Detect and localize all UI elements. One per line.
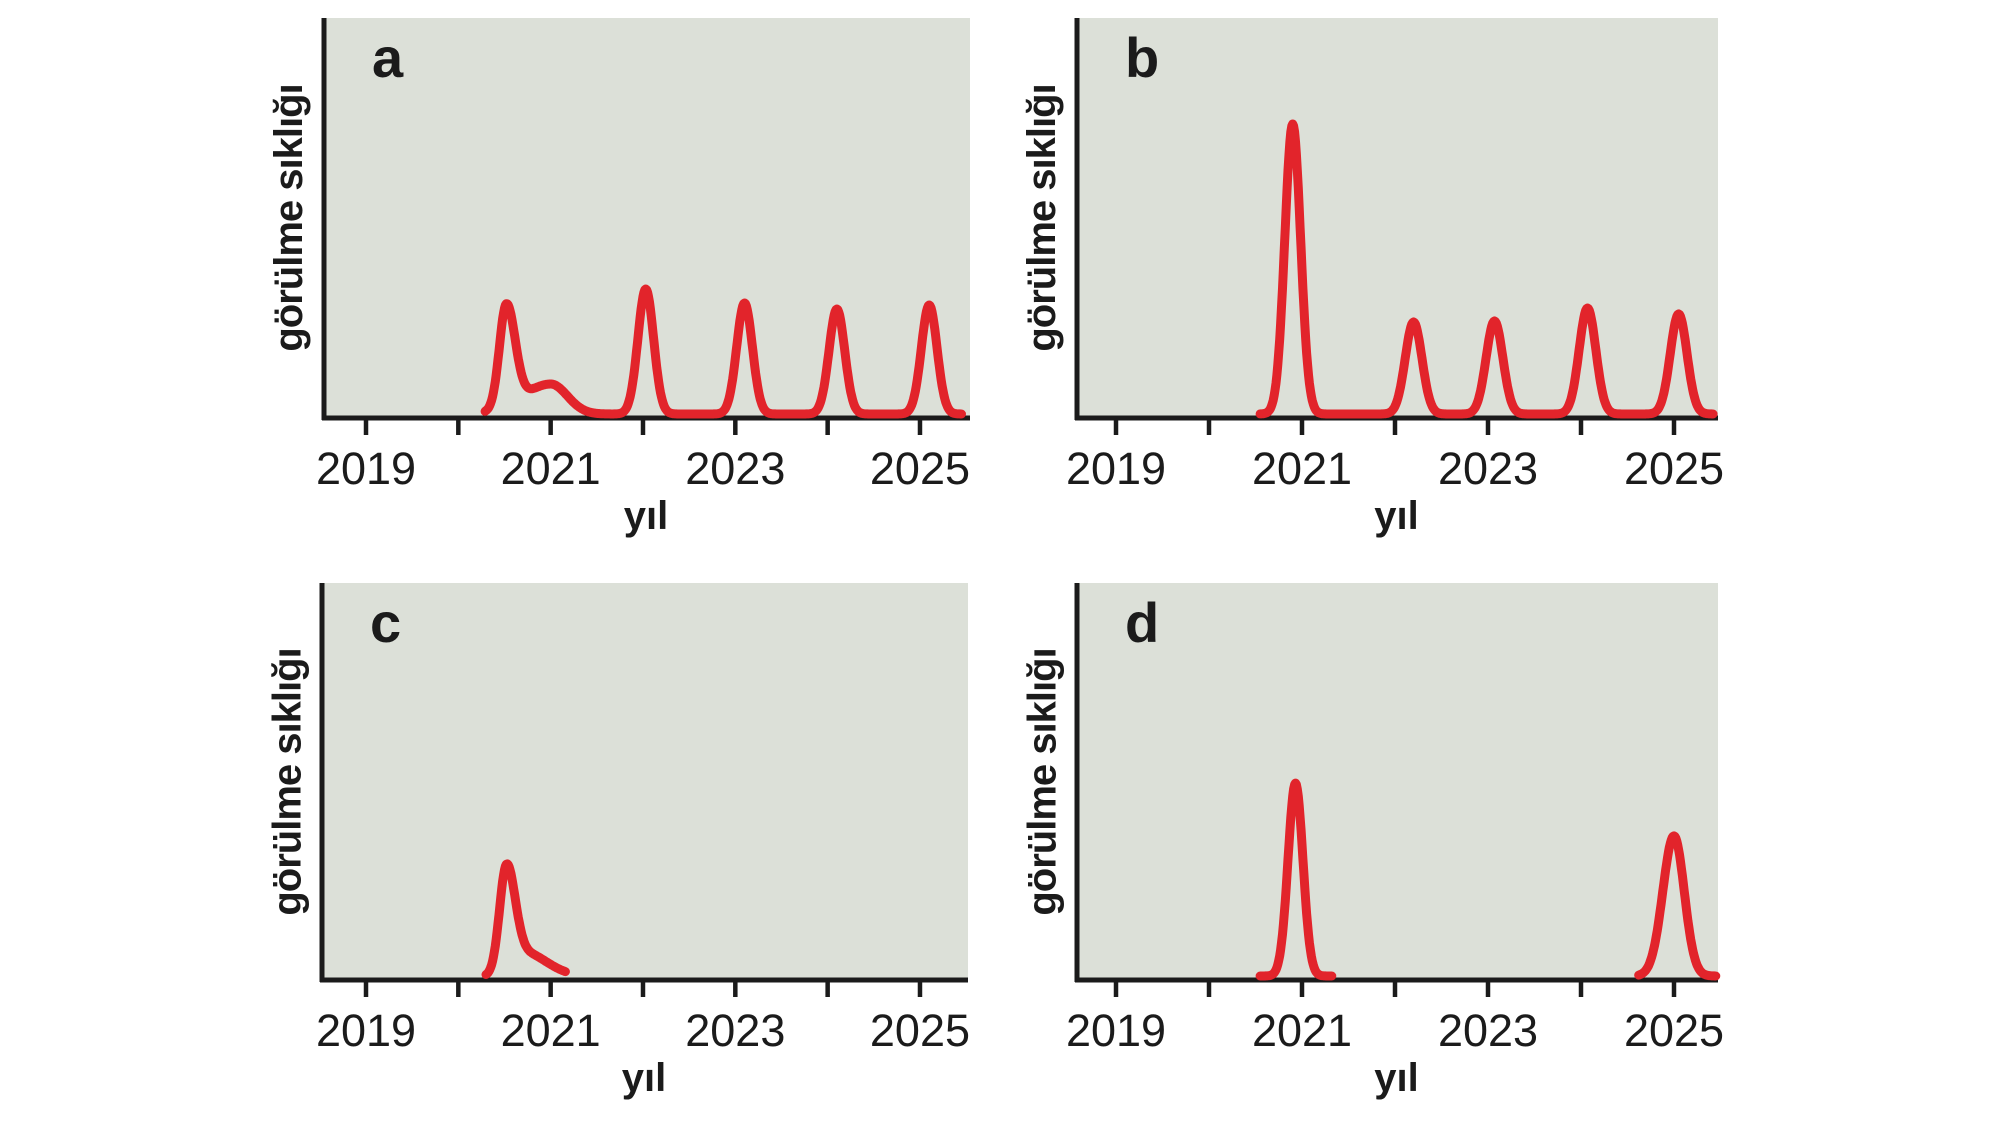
x-tick-label-c-2025: 2025 [869, 1005, 971, 1056]
panel-letter-c: c [370, 591, 402, 654]
x-tick-label-c-2023: 2023 [685, 1005, 786, 1056]
x-axis-label-c: yıl [621, 1056, 667, 1100]
x-tick-label-b-2025: 2025 [1623, 443, 1725, 494]
x-tick-label-d-2019: 2019 [1065, 1005, 1167, 1056]
y-axis-label-b: görülme sıklığı [1020, 84, 1064, 352]
frequency-curve-a [480, 284, 966, 419]
x-tick-label-a-2023: 2023 [685, 443, 786, 494]
x-tick-label-d-2023: 2023 [1437, 1005, 1539, 1056]
x-tick-label-b-2021: 2021 [1251, 443, 1353, 494]
frequency-curve-d-2 [1634, 831, 1721, 981]
plot-area-d [1075, 583, 1718, 982]
x-tick-label-a-2021: 2021 [500, 443, 601, 494]
y-axis-label-a: görülme sıklığı [267, 84, 311, 352]
plot-area-c [320, 583, 968, 982]
panel-letter-d: d [1125, 591, 1160, 654]
frequency-curve-d-1 [1255, 778, 1337, 981]
x-tick-label-b-2019: 2019 [1065, 443, 1167, 494]
x-axis-label-b: yıl [1374, 494, 1419, 538]
x-tick-label-d-2021: 2021 [1251, 1005, 1353, 1056]
x-tick-label-c-2021: 2021 [500, 1005, 601, 1056]
frequency-curve-c [481, 859, 570, 979]
frequency-curve-b [1255, 119, 1718, 419]
plot-area-b [1075, 18, 1718, 420]
x-axis-label-d: yıl [1374, 1056, 1419, 1100]
x-tick-label-c-2019: 2019 [315, 1005, 417, 1056]
y-axis-label-c: görülme sıklığı [265, 647, 309, 916]
panel-letter-b: b [1125, 26, 1160, 89]
y-axis-label-d: görülme sıklığı [1020, 647, 1064, 916]
x-tick-label-b-2023: 2023 [1437, 443, 1539, 494]
x-tick-label-a-2025: 2025 [869, 443, 971, 494]
x-axis-label-a: yıl [623, 494, 669, 538]
panel-letter-a: a [372, 26, 404, 89]
plot-area-a [322, 18, 970, 420]
x-tick-label-a-2019: 2019 [315, 443, 417, 494]
x-tick-label-d-2025: 2025 [1623, 1005, 1725, 1056]
